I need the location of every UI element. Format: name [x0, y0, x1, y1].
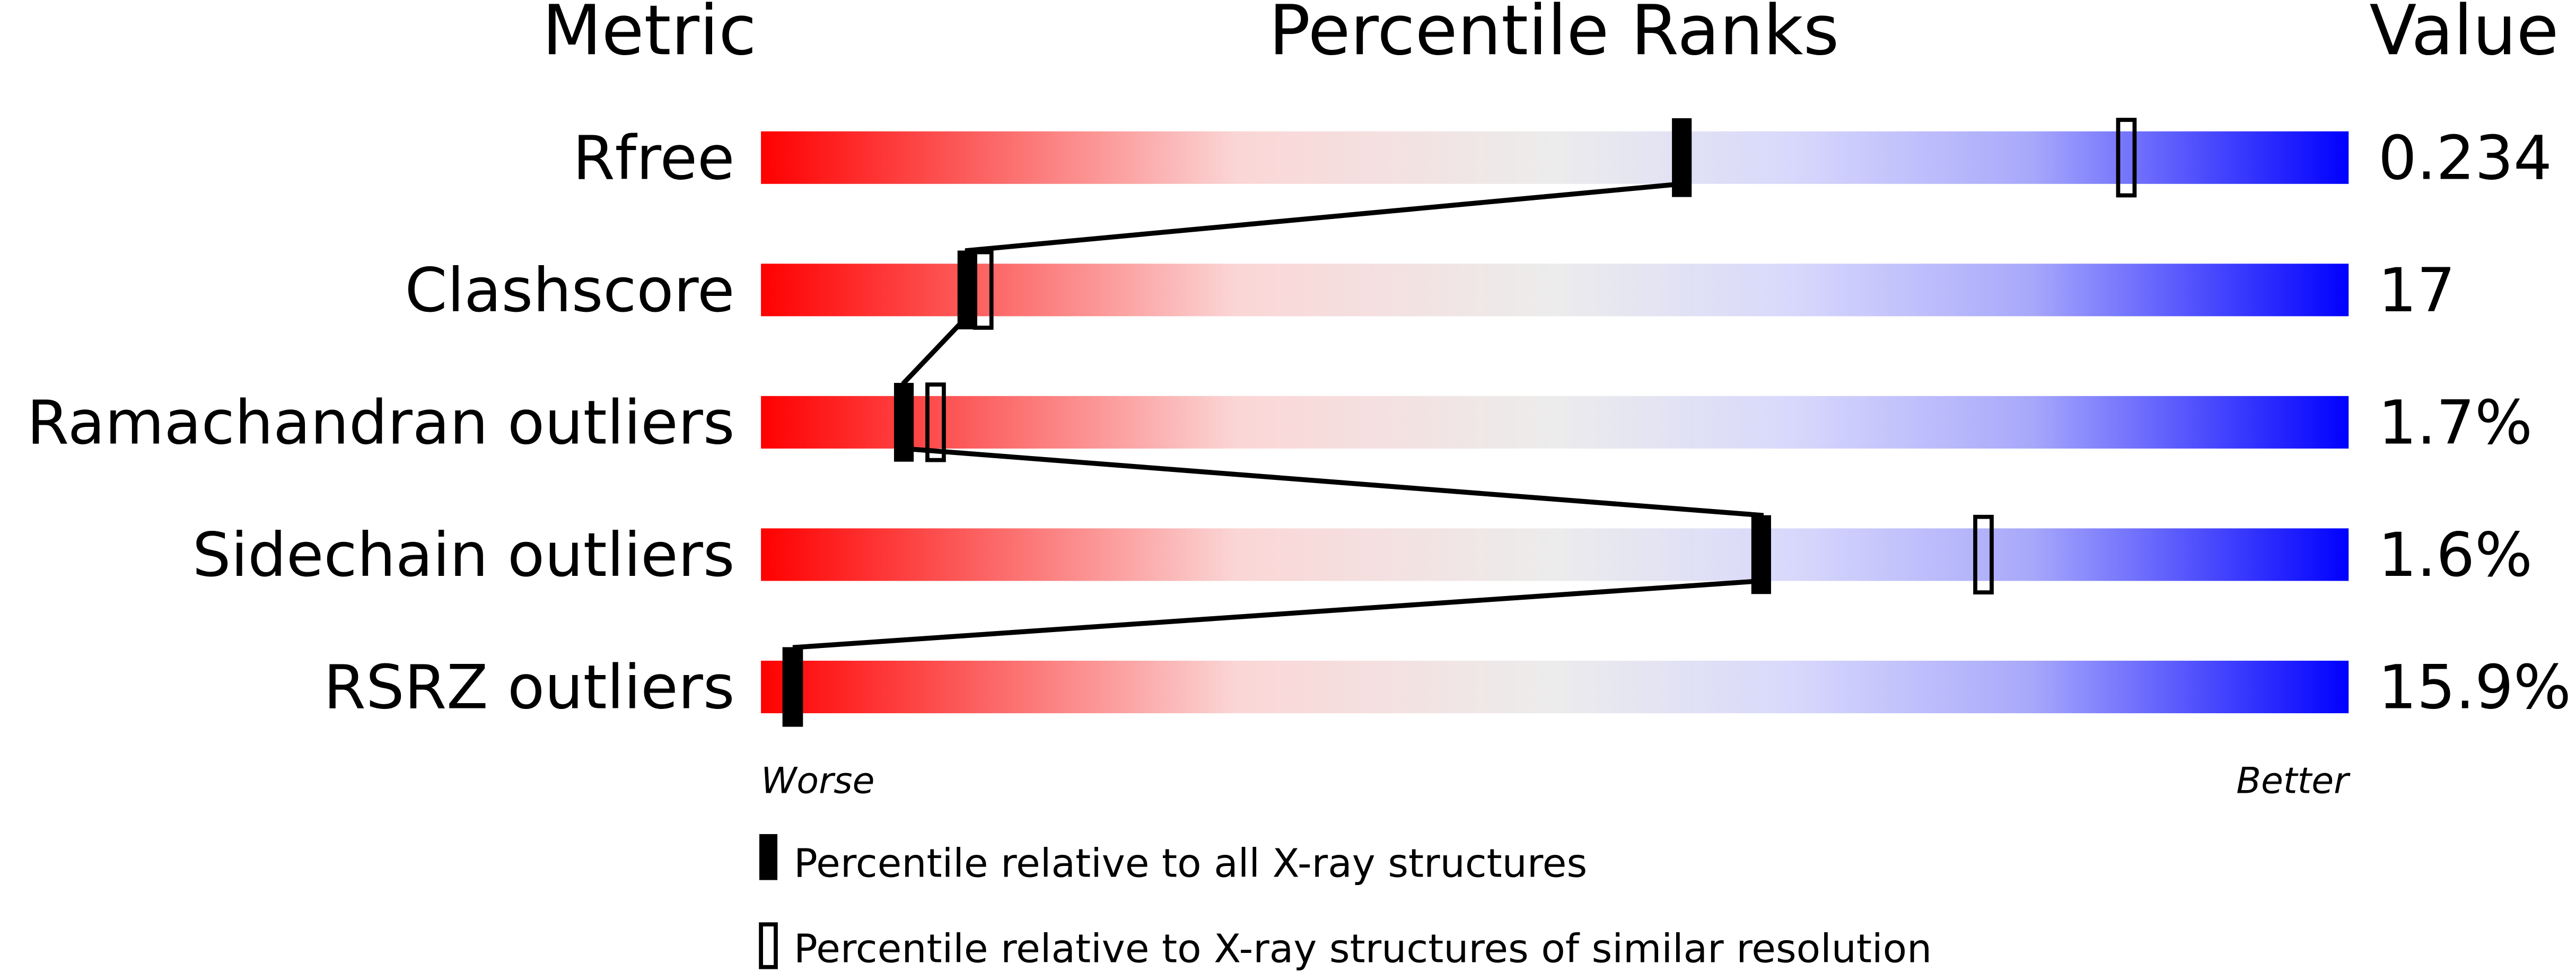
metric-value: 1.6%: [2378, 520, 2533, 591]
metric-value: 0.234: [2378, 123, 2552, 194]
legend-filled-label: Percentile relative to all X-ray structu…: [794, 840, 1587, 886]
metric-label: Sidechain outliers: [192, 520, 735, 591]
percentile-bar: [761, 660, 2349, 714]
metric-label: Clashscore: [405, 256, 734, 326]
metric-value: 1.7%: [2378, 388, 2533, 459]
percentile-bar: [761, 396, 2349, 449]
marker-similar-resolution: [2116, 118, 2137, 198]
legend-open-label: Percentile relative to X-ray structures …: [794, 925, 1932, 971]
metric-value: 17: [2378, 256, 2456, 326]
percentile-bar: [761, 528, 2349, 581]
metric-label: Rfree: [573, 123, 734, 194]
percentile-bar: [761, 264, 2349, 317]
legend-open-marker: [759, 922, 778, 969]
metric-value: 15.9%: [2378, 653, 2571, 723]
percentile-bar: [761, 131, 2349, 184]
legend-filled-marker: [759, 834, 778, 880]
axis-better-label: Better: [2236, 760, 2351, 802]
marker-all-structures: [893, 383, 914, 462]
marker-similar-resolution: [1973, 514, 1994, 595]
axis-worse-label: Worse: [761, 760, 874, 802]
marker-all-structures: [1672, 118, 1692, 197]
metric-label: RSRZ outliers: [323, 653, 734, 723]
header-value: Value: [2369, 0, 2559, 71]
marker-all-structures: [783, 647, 803, 726]
header-metric: Metric: [542, 0, 756, 71]
header-percentile-ranks: Percentile Ranks: [1269, 0, 1839, 71]
marker-all-structures: [1751, 515, 1771, 594]
metric-label: Ramachandran outliers: [27, 388, 735, 459]
marker-all-structures: [957, 250, 977, 330]
marker-similar-resolution: [925, 382, 946, 462]
